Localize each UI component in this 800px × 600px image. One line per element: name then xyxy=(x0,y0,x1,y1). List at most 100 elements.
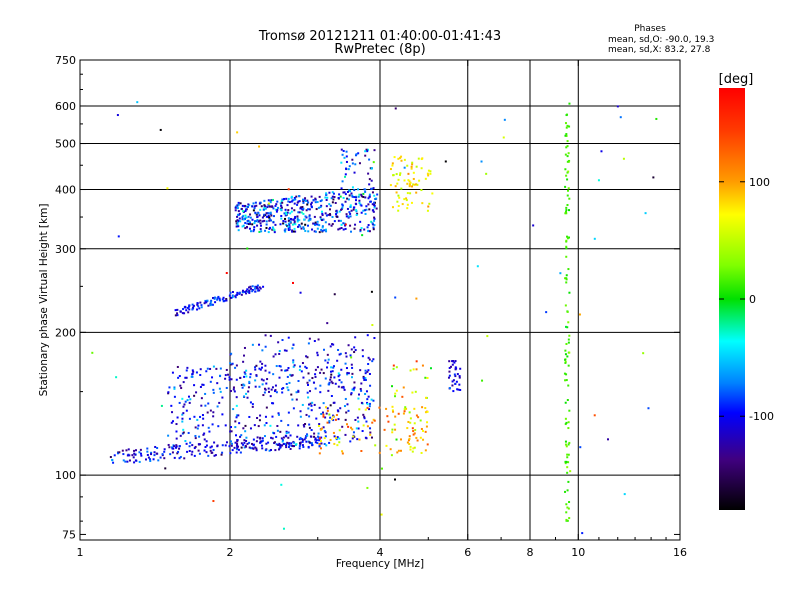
data-point xyxy=(321,229,324,232)
data-point xyxy=(403,408,406,411)
data-point xyxy=(268,205,271,208)
data-point xyxy=(454,382,457,385)
data-point xyxy=(301,440,304,443)
data-point xyxy=(278,365,281,368)
data-point xyxy=(282,442,285,445)
data-point xyxy=(380,467,383,470)
data-point xyxy=(285,443,288,446)
data-point xyxy=(319,428,322,431)
data-point xyxy=(234,441,237,444)
data-point xyxy=(273,229,276,232)
data-point xyxy=(199,301,202,304)
data-point xyxy=(234,206,237,209)
data-point xyxy=(301,362,304,365)
data-point xyxy=(286,225,289,228)
data-point xyxy=(362,413,365,416)
data-point xyxy=(221,413,224,416)
data-point xyxy=(373,219,376,222)
data-point xyxy=(313,435,316,438)
data-point xyxy=(214,454,217,457)
data-point xyxy=(302,376,305,379)
data-point xyxy=(340,381,343,384)
data-point xyxy=(204,404,207,407)
data-point xyxy=(227,373,230,376)
data-point xyxy=(307,396,310,399)
data-point xyxy=(314,387,317,390)
data-point xyxy=(453,361,456,364)
data-point xyxy=(304,215,307,218)
data-point xyxy=(188,445,191,448)
data-point xyxy=(126,454,129,457)
data-point xyxy=(567,268,570,271)
data-point xyxy=(279,443,282,446)
data-point xyxy=(392,410,395,413)
data-point xyxy=(249,447,252,450)
data-point xyxy=(170,404,173,407)
data-point xyxy=(283,349,286,352)
data-point xyxy=(248,382,251,385)
data-point xyxy=(427,174,430,177)
data-point xyxy=(318,437,321,440)
data-point xyxy=(117,235,120,238)
data-point xyxy=(347,216,350,219)
data-point xyxy=(248,441,251,444)
data-point xyxy=(308,215,311,218)
data-point xyxy=(503,118,506,121)
data-point xyxy=(413,422,416,425)
data-point xyxy=(564,277,567,280)
data-point xyxy=(230,296,233,299)
data-point xyxy=(267,203,270,206)
data-point xyxy=(207,304,210,307)
data-point xyxy=(337,196,340,199)
data-point xyxy=(334,382,337,385)
data-point xyxy=(416,183,419,186)
data-point xyxy=(412,430,415,433)
data-point xyxy=(286,211,289,214)
data-point xyxy=(139,448,142,451)
data-point xyxy=(374,444,377,447)
data-point xyxy=(300,222,303,225)
data-point xyxy=(234,434,237,437)
data-point xyxy=(269,212,272,215)
data-point xyxy=(566,178,569,181)
data-point xyxy=(260,444,263,447)
data-point xyxy=(214,301,217,304)
data-point xyxy=(290,374,293,377)
data-point xyxy=(414,428,417,431)
data-point xyxy=(290,442,293,445)
data-point xyxy=(564,358,567,361)
gridlines xyxy=(80,60,680,540)
data-point xyxy=(345,355,348,358)
data-point xyxy=(622,157,625,160)
data-point xyxy=(568,409,571,412)
data-point xyxy=(408,185,411,188)
data-point xyxy=(396,182,399,185)
data-point xyxy=(373,204,376,207)
data-point xyxy=(203,432,206,435)
data-point xyxy=(263,199,266,202)
data-point xyxy=(243,439,246,442)
data-point xyxy=(403,410,406,413)
data-point xyxy=(564,360,567,363)
data-point xyxy=(373,419,376,422)
data-point xyxy=(228,445,231,448)
data-point xyxy=(291,374,294,377)
data-point xyxy=(399,449,402,452)
data-point xyxy=(324,221,327,224)
data-point xyxy=(456,388,459,391)
data-point xyxy=(325,444,328,447)
data-point xyxy=(424,407,427,410)
data-point xyxy=(299,365,302,368)
data-point xyxy=(285,369,288,372)
data-point xyxy=(328,383,331,386)
data-point xyxy=(295,398,298,401)
data-point xyxy=(320,442,323,445)
data-point xyxy=(356,212,359,215)
data-point xyxy=(245,445,248,448)
data-point xyxy=(565,342,568,345)
data-point xyxy=(424,411,427,414)
data-point xyxy=(567,187,570,190)
data-point xyxy=(274,449,277,452)
data-point xyxy=(392,367,395,370)
